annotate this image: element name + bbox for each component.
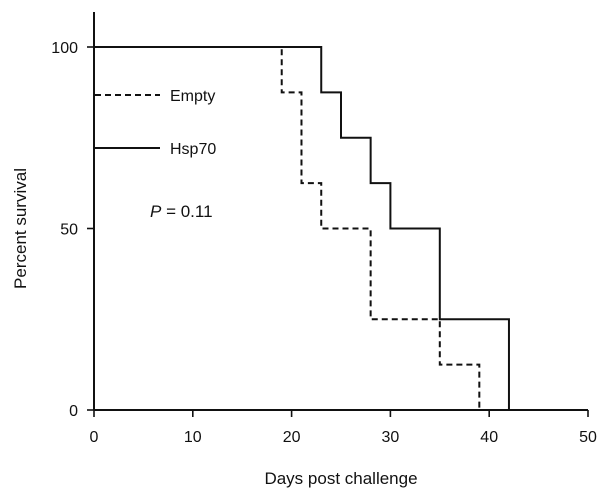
p-symbol: P — [150, 202, 162, 221]
x-tick-label: 20 — [283, 429, 301, 446]
x-axis-title: Days post challenge — [264, 469, 417, 488]
legend-label-hsp70: Hsp70 — [170, 141, 216, 158]
series-layer — [94, 46, 510, 410]
x-tick-label: 30 — [382, 429, 400, 446]
x-tick-label: 0 — [90, 429, 99, 446]
x-tick-label: 10 — [184, 429, 202, 446]
x-tick-label: 50 — [579, 429, 597, 446]
p-value-annotation: P = 0.11 — [150, 202, 213, 221]
y-tick-label: 0 — [69, 403, 78, 420]
y-tick-label: 100 — [51, 40, 78, 57]
y-tick-label: 50 — [60, 222, 78, 239]
series-line-empty — [94, 46, 481, 410]
p-value: = 0.11 — [161, 202, 212, 221]
legend-label-empty: Empty — [170, 88, 215, 105]
legend: Empty Hsp70 — [95, 88, 216, 158]
series-line-hsp70 — [94, 46, 510, 410]
axes: 0 10 20 30 40 50 0 50 100 — [51, 12, 597, 446]
x-tick-label: 40 — [480, 429, 498, 446]
y-axis-title: Percent survival — [11, 168, 30, 289]
